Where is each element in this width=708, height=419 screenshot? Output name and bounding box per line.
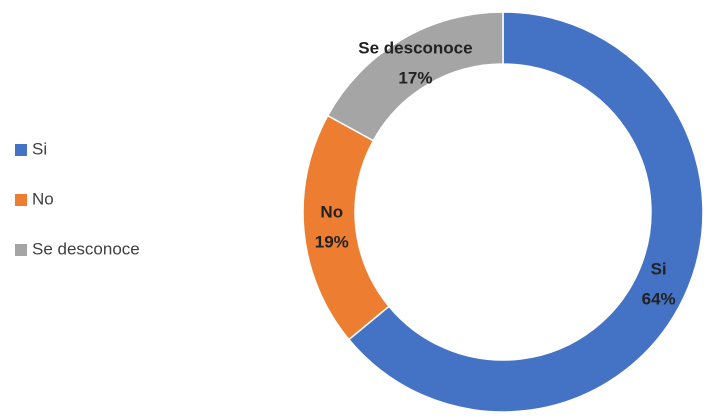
slice-label-name: Si [651,260,667,279]
legend-text: Si [32,139,47,158]
slice-label-value: 17% [398,68,432,87]
donut-slice [302,114,391,341]
legend-swatch [15,244,27,256]
legend-swatch [15,194,27,206]
slice-label-name: No [320,203,343,222]
legend-text: No [32,189,54,208]
legend-text: Se desconoce [32,239,140,258]
slice-label-name: Se desconoce [358,38,472,57]
legend-swatch [15,144,27,156]
slice-label-value: 64% [642,290,676,309]
donut-slice [347,11,704,413]
slice-label-value: 19% [315,233,349,252]
donut-slice [326,11,504,142]
